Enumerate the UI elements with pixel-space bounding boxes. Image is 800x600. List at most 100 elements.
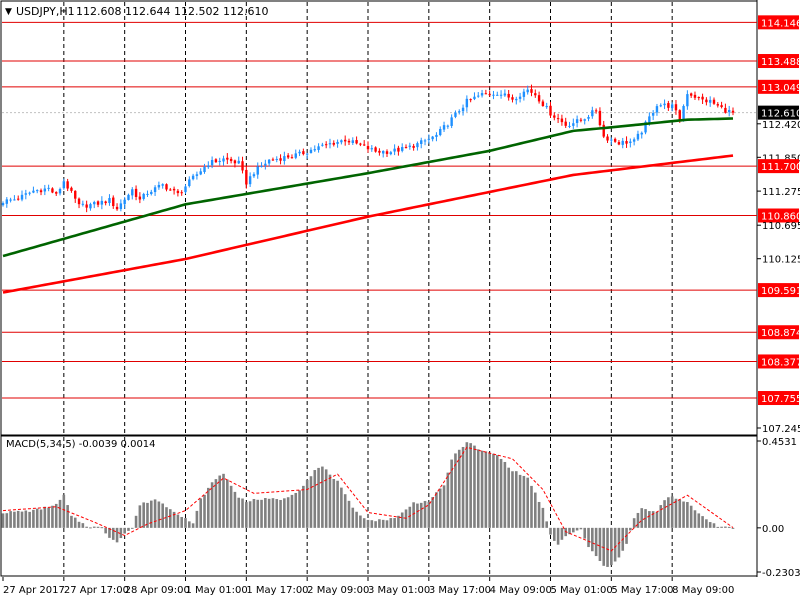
macd-bar	[484, 451, 488, 528]
moving-averages	[2, 117, 734, 294]
ma-slow-line	[2, 154, 734, 294]
macd-bar	[256, 499, 260, 528]
macd-bar	[73, 517, 77, 528]
candle-body	[366, 146, 370, 150]
macd-bar	[119, 527, 123, 539]
candle-body	[195, 174, 199, 176]
level-price-label-bg	[758, 208, 799, 223]
macd-bar	[693, 510, 697, 528]
macd-bar	[473, 445, 476, 528]
macd-bar	[130, 527, 134, 529]
candle-body	[62, 181, 66, 189]
macd-bar	[153, 499, 157, 528]
macd-bar	[503, 461, 507, 528]
candle-body	[507, 93, 510, 98]
candle-body	[229, 158, 233, 162]
candle-body	[58, 189, 62, 194]
candle-body	[89, 204, 92, 209]
candle-body	[176, 190, 180, 194]
candle-body	[119, 203, 123, 210]
macd-bar	[465, 442, 469, 528]
candle-body	[245, 169, 248, 185]
macd-bar	[408, 506, 412, 528]
candle-body	[47, 187, 50, 189]
macd-tick-label: -0.2303	[762, 568, 800, 579]
candle-body	[153, 187, 157, 193]
candle-body	[655, 106, 659, 113]
candle-body	[686, 94, 689, 107]
macd-bar	[275, 499, 279, 528]
macd-bar	[495, 455, 499, 528]
candle-body	[321, 144, 324, 146]
candle-body	[678, 110, 681, 121]
candle-body	[610, 139, 613, 141]
macd-bar	[610, 527, 613, 566]
macd-bar	[362, 518, 366, 528]
macd-bar	[602, 527, 606, 566]
macd-bar	[218, 475, 222, 528]
macd-bar	[667, 497, 670, 528]
macd-bar	[572, 527, 575, 533]
candle-body	[492, 94, 495, 96]
macd-bar	[58, 499, 62, 528]
price-tick-label: 111.850	[762, 153, 800, 164]
candle-body	[682, 106, 685, 121]
candle-body	[579, 119, 583, 121]
candle-body	[66, 181, 69, 189]
candle-body	[389, 152, 393, 155]
macd-bar	[442, 485, 446, 528]
candle-body	[412, 145, 415, 148]
macd-bar	[518, 474, 522, 528]
candle-body	[659, 105, 662, 107]
macd-bar	[663, 500, 666, 528]
macd-bar	[553, 527, 556, 541]
macd-bar	[469, 443, 472, 528]
macd-bar	[146, 502, 149, 528]
candle-body	[374, 147, 377, 152]
ma-fast-line	[2, 117, 734, 258]
candle-body	[1, 203, 5, 206]
current-price-label: 112.610	[761, 109, 800, 120]
macd-axis: 0.4531 0.00 -0.2303	[757, 437, 800, 579]
macd-bar	[594, 527, 598, 557]
candle-body	[115, 206, 119, 210]
candle-body	[587, 116, 590, 119]
macd-bar	[85, 526, 88, 528]
macd-bar	[309, 476, 313, 528]
dropdown-icon[interactable]: ▼	[5, 7, 12, 17]
level-price-label-bg	[758, 283, 799, 298]
price-tick-label: 111.275	[762, 187, 800, 198]
level-price-label: 111.700	[761, 162, 800, 173]
candle-body	[382, 150, 385, 154]
macd-bar	[20, 511, 24, 528]
macd-bar	[191, 523, 195, 528]
price-tick-label: 112.420	[762, 120, 800, 131]
candle-body	[556, 118, 560, 120]
macd-bar	[195, 510, 199, 528]
macd-bar	[511, 471, 514, 528]
macd-bar	[461, 446, 465, 528]
candle-body	[286, 155, 290, 158]
macd-bar	[530, 485, 533, 528]
macd-bar	[214, 479, 218, 528]
macd-bar	[267, 498, 271, 528]
candle-body	[598, 110, 602, 126]
macd-bar	[636, 512, 640, 528]
candle-body	[328, 143, 332, 145]
macd-bar	[32, 509, 35, 528]
candle-body	[252, 174, 256, 177]
level-price-label: 113.488	[761, 57, 800, 68]
candle-body	[568, 125, 571, 127]
level-price-label: 108.377	[761, 357, 800, 368]
candle-body	[454, 112, 457, 117]
macd-bar	[355, 511, 358, 528]
macd-bar	[454, 453, 457, 528]
time-label: 1 May 17:00	[246, 585, 308, 596]
time-label: 5 May 01:00	[551, 585, 613, 596]
candle-body	[708, 99, 712, 103]
macd-bar	[431, 497, 434, 528]
candle-body	[712, 99, 716, 104]
macd-bar	[62, 494, 66, 528]
macd-bar	[533, 492, 537, 528]
